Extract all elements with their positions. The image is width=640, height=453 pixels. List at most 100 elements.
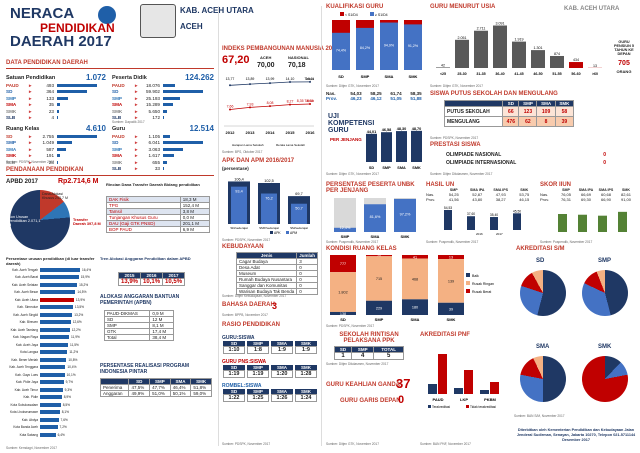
table-row: MENGULANG 476 62 8 39 xyxy=(443,116,575,127)
kab-bar-row: Kab. Aceh Tenggara 10,4% xyxy=(9,365,77,370)
usia-bin: 46-50 xyxy=(533,72,542,76)
kondisi-label: 39 xyxy=(449,307,453,311)
ruang-rows: SD ► 2.755 SMP ► 1.049 SMA ► 587 SMK ► 191 SLB ► 28 xyxy=(6,133,106,166)
ipm-source: Sumber: BPS, Oktober 2017 xyxy=(222,150,263,154)
section-bahasa: BAHASA DAERAH xyxy=(222,302,275,308)
apm-bar xyxy=(291,203,307,224)
section-akreditasi: AKREDITASI S/M xyxy=(516,246,565,252)
kab-bar-row: Kota Langsa 11,2% xyxy=(20,350,79,355)
kual-legend-2-swatch xyxy=(370,12,374,16)
table-row: Anggaran 49,9% 51,0% 50,1% 59,0% xyxy=(99,390,212,397)
prestasi-source: Sumber: Ditjen Dikdasmen, November 2017 xyxy=(430,172,493,176)
usia-bin: 36-40 xyxy=(495,72,504,76)
section-prestasi: PRESTASI SISWA xyxy=(430,142,481,148)
ipm-top-tag: Tahun xyxy=(304,77,314,81)
apk-category: SM/sederajat xyxy=(290,226,308,230)
usia-label: 434 xyxy=(573,58,579,62)
skor-iiun-bar xyxy=(578,214,587,232)
unbk-label: 81,6% xyxy=(370,215,381,219)
unbk-source: Sumber: Puspendik, November 2017 xyxy=(326,240,379,244)
apbd-value: Rp2.714,6 M xyxy=(58,178,99,185)
kebudayaan-table: Jenis Jumlah Cagar Budaya 3 Desa Adat 0 Museum… xyxy=(235,252,319,295)
usia-label: 2.711 xyxy=(477,27,486,31)
hasil-un-bar xyxy=(444,210,452,230)
section-putus: SISWA PUTUS SEKOLAH DAN MENGULANG xyxy=(430,91,558,97)
usia-bin: <25 xyxy=(440,72,446,76)
section-hasil-un: HASIL UN xyxy=(426,182,455,188)
apk-label: 106,4 xyxy=(234,177,244,181)
pnf-legend-1: Terakreditasi xyxy=(432,405,450,409)
province-name: ACEH xyxy=(180,22,203,31)
rasio-gs-header: SD SMP SMA SMK xyxy=(222,341,318,346)
ipm-year-label: 2016 xyxy=(306,130,316,135)
section-kualifikasi: KUALIFIKASI GURU xyxy=(326,4,384,10)
ipm-bot-label: 8,27 xyxy=(287,100,294,104)
pip-table: SD SMP SMA SMK Penerima 47,5% 47,7% 46,4% 51,8% A… xyxy=(99,378,212,397)
unbk-bar xyxy=(394,198,416,232)
pensiun-label: GURU PENSIUN 5 TAHUN KE DEPAN xyxy=(613,40,635,56)
tren-title: Tren Alokasi Anggaran Pendidikan dalam A… xyxy=(100,256,191,261)
section-skor-iiun: SKOR IIUN xyxy=(540,182,572,188)
satuan-rows: PAUD ► 493 SD ► 364 SMP ► 133 SMA ► 35 SMK ► 23 SLB ► 4 xyxy=(6,82,106,121)
ukg-subtitle: PER JENJANG xyxy=(330,137,362,142)
usia-label: 42 xyxy=(441,63,445,67)
kab-bar-row: Kab. Aceh Utara 13,9% xyxy=(14,297,85,302)
kab-bar-row: Kab. Aceh Tengah 16,4% xyxy=(12,267,92,272)
guru-block: Guru 12.514 PAUD ► 1.105 SD ► 6.041 SMP ► 3.063 SM… xyxy=(112,124,214,172)
footer-publisher: Diterbitkan oleh Kementerian Pendidikan … xyxy=(516,428,636,442)
section-ukg: UJI KOMPETENSI GURU xyxy=(328,113,375,134)
table-row: 2015 2016 2017 xyxy=(117,272,186,279)
usia-source: Sumber: Ditjen GTK, November 2017 xyxy=(430,84,483,88)
kondisi-legend-swatch xyxy=(466,281,470,285)
kabupaten-name: KAB. ACEH UTARA xyxy=(180,6,254,15)
ipm-top-label: 14,10 xyxy=(286,77,295,81)
hasil-un-label: 37,60 xyxy=(467,212,475,216)
unbk-category: SMK xyxy=(401,234,410,239)
rasio-gps-values: 1:19 1:19 1:20 1:28 xyxy=(222,370,318,378)
kondisi-legend: Baik xyxy=(472,274,479,278)
table-row: 13,9% 10,1% 10,5% xyxy=(117,278,186,286)
ipm-bot-label: 7,66 xyxy=(227,105,234,109)
unbk-bar xyxy=(364,204,386,232)
pnf-bar-akred xyxy=(454,388,463,394)
apk-category: SD/sederajat xyxy=(230,226,248,230)
stat-row: SMA ► 15.289 xyxy=(112,102,214,109)
kab-bar-row: Kab. Aceh Jaya 11,5% xyxy=(15,342,79,347)
unbk-category: SMP xyxy=(341,234,350,239)
skor-iiun-table: SMP SMA IPA SMA IPS SMK Nas. 76,05 66,69 60,68 8… xyxy=(540,188,636,202)
kual-legend-1-swatch xyxy=(340,12,344,16)
ipm-bot-point xyxy=(229,108,231,111)
kondisi-label: 20 xyxy=(377,254,381,258)
skor-iiun-bar xyxy=(558,214,567,232)
hasil-un-table: SMP SMA IPA SMA IPS SMK Nas. 54,25 52,87 47,93 5… xyxy=(426,188,536,202)
kondisi-label: 715 xyxy=(376,277,382,281)
stat-row: SMP ► 25.193 xyxy=(112,95,214,102)
satuan-title: Satuan Pendidikan xyxy=(6,74,56,81)
mini-table-header: SMP SMA IPA SMA IPS SMK xyxy=(449,188,529,192)
apbd-pie-dak: Dana Alokasi Khusus 243,7 M xyxy=(42,192,68,200)
prestasi-internasional-row: OLIMPIADE INTERNASIONAL 0 xyxy=(446,160,606,166)
pnf-legend-1-swatch xyxy=(428,405,431,408)
pip-title: PERSENTASE REALISASI PROGRAM INDONESIA P… xyxy=(100,363,190,375)
usia-bar xyxy=(493,25,507,68)
rasio-gps-header: SD SMP SMA SMK xyxy=(222,365,318,370)
pnf-legend-2: Tidak terakreditasi xyxy=(470,405,496,409)
table-row: SD SMP SMA SMK xyxy=(99,378,212,385)
ukg-category: SMA xyxy=(397,166,406,170)
stat-row: SD ► 59.902 xyxy=(112,89,214,96)
kondisi-segment xyxy=(366,300,392,315)
apk-label: 102,5 xyxy=(264,179,274,183)
pnf-bar-akred xyxy=(428,384,437,394)
hasil-un-bar xyxy=(513,213,521,230)
kondisi-segment xyxy=(402,258,428,300)
ukg-bar xyxy=(366,133,377,162)
kab-bar-row: Kota Subulussalam 8,5% xyxy=(10,402,70,407)
skor-iiun-bar xyxy=(618,211,627,232)
ipm-aceh-label: ACEH xyxy=(260,55,272,60)
mini-table-row: Prov. 41,56 43,80 38,27 46,15 xyxy=(426,197,530,202)
stat-row: PAUD ► 493 xyxy=(6,82,106,89)
kondisi-label: 1.802 xyxy=(338,291,348,295)
kondisi-legend: Rusak Ringan xyxy=(472,282,494,286)
peserta-total: 124.262 xyxy=(185,73,214,82)
